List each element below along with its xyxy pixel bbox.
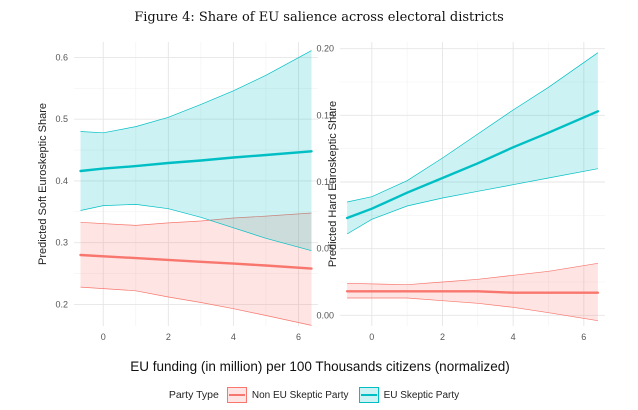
band-upper-edge-non_skeptic xyxy=(80,212,312,226)
x-tick-label: 0 xyxy=(369,332,374,342)
chart-canvas: 0 2 4 6 0.2 0.3 0.4 0.5 0.6 Predicted Soft Eurosk… xyxy=(37,42,605,374)
y-tick-label: 0.15 xyxy=(316,110,334,120)
y-axis-label: Predicted Hard Euroskeptic Share xyxy=(327,101,339,267)
legend-key-non-skeptic xyxy=(226,387,247,403)
y-axis-label: Predicted Soft Euroskeptic Share xyxy=(37,103,49,265)
shared-x-axis-label: EU funding (in million) per 100 Thousand… xyxy=(130,359,509,374)
y-tick-label: 0.10 xyxy=(316,177,334,187)
legend: Party Type Non EU Skeptic Party EU Skept… xyxy=(0,385,638,405)
series-line-non_skeptic xyxy=(79,253,313,270)
confidence-band-skeptic xyxy=(80,50,312,251)
x-tick-label: 2 xyxy=(440,332,445,342)
y-tick-label: 0.6 xyxy=(55,52,68,62)
right-panel: 0 2 4 6 0.00 0.05 0.10 0.15 0.20 Predicted Hard E… xyxy=(316,42,605,342)
band-lower-edge-non_skeptic xyxy=(347,297,598,322)
figure-title: Figure 4: Share of EU salience across el… xyxy=(134,10,504,25)
band-lower-edge-non_skeptic xyxy=(80,286,312,326)
x-tick-label: 4 xyxy=(511,332,516,342)
band-upper-edge-skeptic xyxy=(80,50,312,134)
legend-item-skeptic: EU Skeptic Party xyxy=(358,387,460,403)
series-line-skeptic xyxy=(345,110,600,220)
y-tick-label: 0.4 xyxy=(55,176,68,186)
left-panel: 0 2 4 6 0.2 0.3 0.4 0.5 0.6 Predicted Soft Eurosk… xyxy=(37,42,318,342)
y-tick-label: 0.5 xyxy=(55,114,68,124)
y-tick-label: 0.20 xyxy=(316,44,334,54)
x-tick-label: 6 xyxy=(296,332,301,342)
y-tick-label: 0.3 xyxy=(55,238,68,248)
x-tick-label: 4 xyxy=(231,332,236,342)
x-tick-label: 0 xyxy=(101,332,106,342)
legend-title: Party Type xyxy=(168,389,219,401)
legend-label-non-skeptic: Non EU Skeptic Party xyxy=(251,389,349,401)
legend-item-non-skeptic: Non EU Skeptic Party xyxy=(226,387,349,403)
x-tick-label: 6 xyxy=(581,332,586,342)
band-lower-edge-skeptic xyxy=(80,204,312,252)
band-upper-edge-skeptic xyxy=(347,52,599,203)
confidence-band-non_skeptic xyxy=(80,213,312,326)
y-tick-label: 0.00 xyxy=(316,310,334,320)
band-upper-edge-non_skeptic xyxy=(347,262,598,286)
y-tick-label: 0.2 xyxy=(55,299,68,309)
x-tick-label: 2 xyxy=(166,332,171,342)
legend-label-skeptic: EU Skeptic Party xyxy=(383,389,460,401)
series-line-skeptic xyxy=(79,150,313,173)
band-lower-edge-skeptic xyxy=(346,168,598,235)
confidence-band-skeptic xyxy=(347,52,598,235)
legend-key-skeptic xyxy=(358,387,379,403)
series-line-non_skeptic xyxy=(345,290,600,294)
y-tick-label: 0.05 xyxy=(316,244,334,254)
